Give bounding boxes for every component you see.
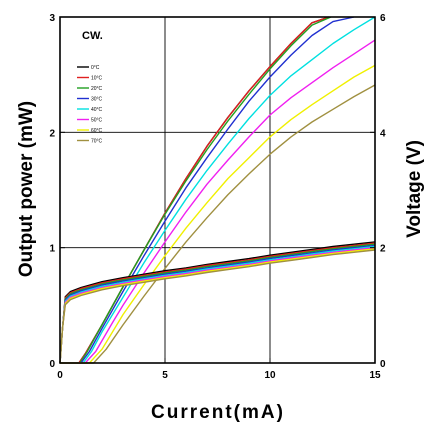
y-left-tick-label-0: 0 xyxy=(49,359,55,370)
power-series-5 xyxy=(60,39,376,364)
voltage-series-3 xyxy=(59,244,376,364)
power-series-7 xyxy=(60,84,376,364)
y-right-tick-label-1: 2 xyxy=(380,244,386,255)
power-series-0 xyxy=(60,16,330,364)
power-series-3 xyxy=(60,16,355,364)
power-series-1 xyxy=(60,16,330,364)
legend-label-3: 30°C xyxy=(91,97,103,103)
legend-label-5: 50°C xyxy=(91,118,103,124)
legend-label-0: 0°C xyxy=(91,65,100,71)
voltage-series-4 xyxy=(59,245,376,364)
cw-annotation: CW. xyxy=(82,30,103,42)
legend-label-6: 60°C xyxy=(91,128,103,134)
gridlines xyxy=(60,17,375,363)
voltage-series-7 xyxy=(59,249,376,364)
x-tick-label-2: 10 xyxy=(264,370,276,381)
voltage-series-6 xyxy=(59,248,376,364)
y-right-tick-label-0: 0 xyxy=(380,359,386,370)
plot-frame xyxy=(59,16,376,364)
legend-label-2: 20°C xyxy=(91,86,103,92)
y-left-tick-label-3: 3 xyxy=(49,13,55,24)
y-left-tick-label-1: 1 xyxy=(49,244,55,255)
legend-label-7: 70°C xyxy=(91,139,103,145)
power-series-6 xyxy=(60,64,376,364)
voltage-series-2 xyxy=(59,243,376,364)
voltage-series-5 xyxy=(59,247,376,364)
y-axis-right-label: Voltage (V) xyxy=(404,140,425,238)
legend-label-4: 40°C xyxy=(91,107,103,113)
y-axis-left-label: Output power (mW) xyxy=(16,101,37,277)
data-series xyxy=(59,16,376,364)
voltage-series-0 xyxy=(59,241,376,364)
legend: 0°C 10°C 20°C 30°C 40°C 50°C 60°C 70°C xyxy=(77,65,103,145)
legend-label-1: 10°C xyxy=(91,76,103,82)
y-left-tick-label-2: 2 xyxy=(49,128,55,139)
power-series-4 xyxy=(60,16,376,364)
y-right-tick-label-2: 4 xyxy=(380,128,386,139)
x-tick-label-1: 5 xyxy=(162,370,168,381)
y-right-tick-label-3: 6 xyxy=(380,13,386,24)
x-axis-label: Current(mA) xyxy=(151,402,285,423)
voltage-series-1 xyxy=(59,242,376,364)
power-series-2 xyxy=(60,16,332,364)
x-tick-label-3: 15 xyxy=(369,370,381,381)
x-tick-label-0: 0 xyxy=(57,370,63,381)
